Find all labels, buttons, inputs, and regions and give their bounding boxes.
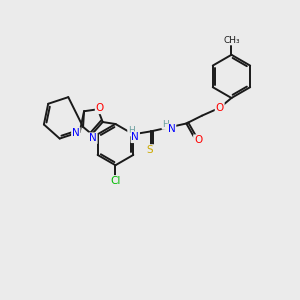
Text: S: S [147, 145, 153, 155]
Text: O: O [96, 103, 104, 113]
Text: H: H [162, 120, 169, 129]
Text: N: N [168, 124, 176, 134]
Text: O: O [194, 135, 202, 145]
Text: O: O [216, 103, 224, 113]
Text: N: N [72, 128, 80, 138]
Text: H: H [128, 126, 135, 135]
Text: N: N [89, 133, 97, 143]
Text: CH₃: CH₃ [223, 36, 240, 45]
Text: Cl: Cl [110, 176, 121, 186]
Text: N: N [131, 132, 139, 142]
